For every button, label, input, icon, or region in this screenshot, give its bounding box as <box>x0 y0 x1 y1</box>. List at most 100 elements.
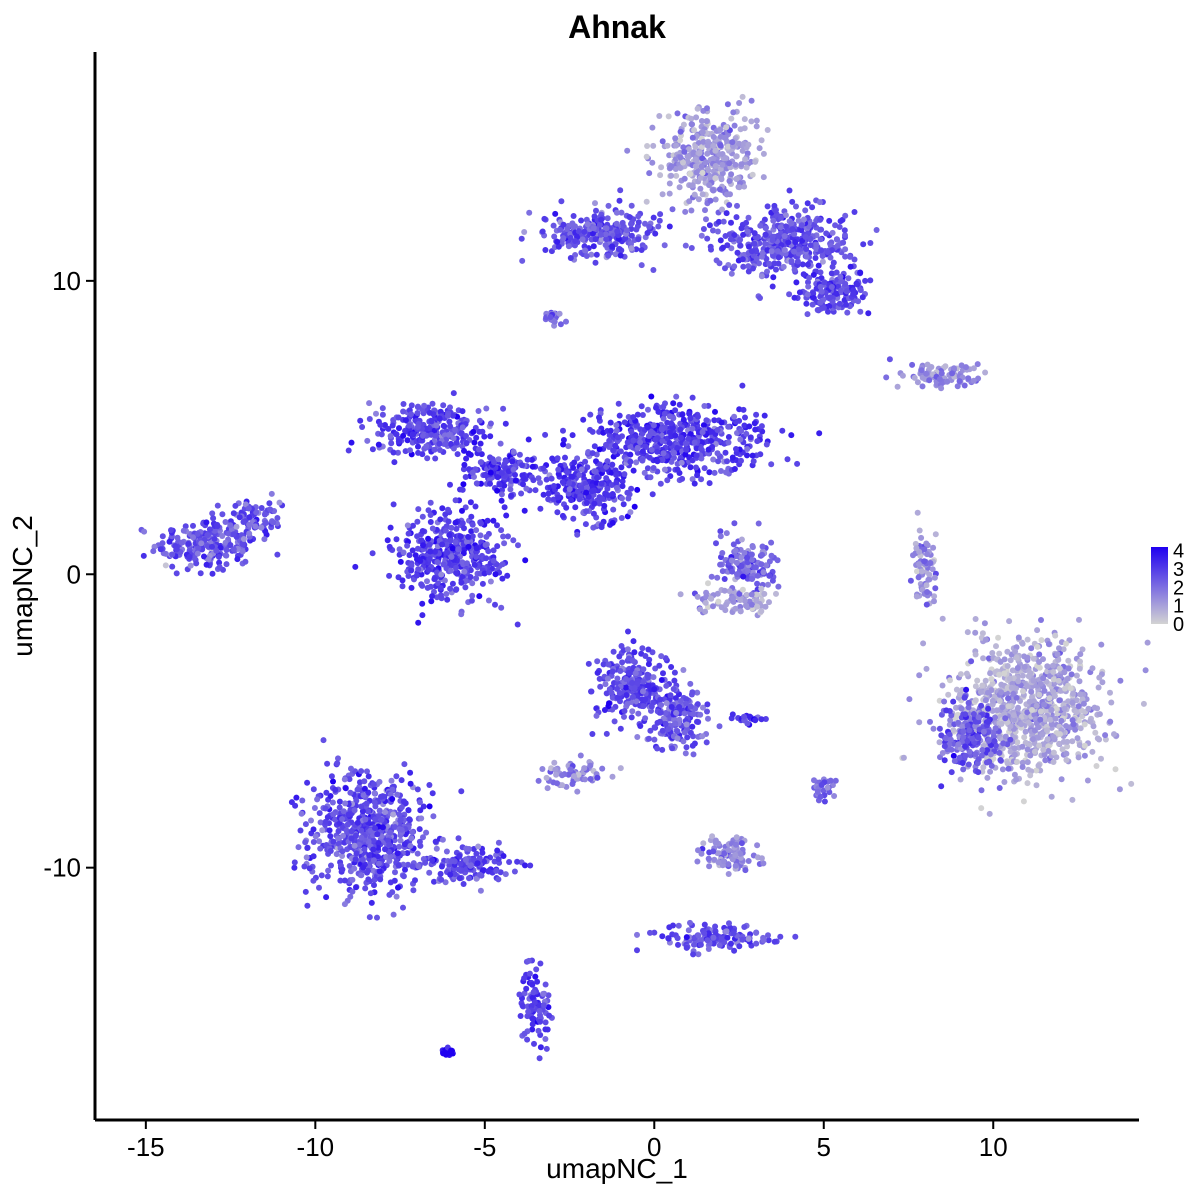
cell-point <box>930 544 937 551</box>
cell-point <box>1033 782 1040 789</box>
cell-point <box>258 505 265 511</box>
cell-point <box>628 245 635 252</box>
cell-point <box>450 435 457 442</box>
cell-point <box>550 496 557 503</box>
cell-point <box>607 427 614 434</box>
cell-point <box>222 539 229 546</box>
cell-point <box>824 249 831 256</box>
cell-point <box>434 559 441 565</box>
cell-point <box>704 235 711 242</box>
cell-point <box>230 510 237 517</box>
cell-point <box>809 204 816 211</box>
cell-point <box>1112 766 1119 773</box>
cell-point <box>485 597 492 604</box>
cell-point <box>673 142 680 149</box>
cell-point <box>712 196 719 203</box>
cell-point <box>458 788 465 795</box>
cell-point <box>201 553 207 560</box>
cell-point <box>708 438 715 444</box>
cell-point <box>455 835 462 842</box>
cell-point <box>366 416 373 422</box>
cell-point <box>584 484 590 491</box>
cell-point <box>198 540 205 547</box>
cell-point <box>1128 780 1135 787</box>
cell-point <box>463 845 470 852</box>
cell-point <box>628 232 635 239</box>
cell-point <box>737 242 744 249</box>
cell-point <box>687 464 694 471</box>
cell-point <box>359 808 366 815</box>
cell-point <box>407 447 413 454</box>
cell-point <box>1001 779 1008 785</box>
cell-point <box>335 828 342 835</box>
cell-point <box>452 497 459 504</box>
cell-point <box>336 804 343 811</box>
cell-point <box>439 541 446 548</box>
cell-point <box>951 365 957 372</box>
cell-point <box>304 902 311 909</box>
cell-point <box>982 697 989 704</box>
cell-point <box>786 187 793 194</box>
cell-point <box>460 481 467 488</box>
cell-point <box>1041 687 1048 694</box>
cell-point <box>373 410 379 417</box>
cell-point <box>765 581 771 588</box>
cell-point <box>670 400 677 407</box>
cell-point <box>628 202 635 209</box>
cell-point <box>769 237 776 244</box>
cell-point <box>639 412 646 418</box>
cell-point <box>707 197 714 204</box>
cell-point <box>554 509 561 516</box>
cell-point <box>736 184 743 191</box>
cell-point <box>388 777 395 784</box>
cell-point <box>757 222 764 229</box>
cell-point <box>766 558 773 565</box>
cell-point <box>534 978 541 985</box>
cell-point <box>981 620 988 627</box>
cell-point <box>564 226 571 232</box>
cell-point <box>737 608 744 615</box>
cell-point <box>193 560 200 567</box>
cell-point <box>442 879 449 886</box>
cell-point <box>466 875 472 882</box>
cell-point <box>691 439 698 446</box>
cell-point <box>661 466 668 473</box>
cell-point <box>266 500 273 507</box>
cell-point <box>705 446 712 453</box>
cell-point <box>732 605 739 612</box>
cell-point <box>551 233 558 240</box>
cell-point <box>519 1002 526 1009</box>
cell-point <box>758 253 765 260</box>
cell-point <box>578 217 585 224</box>
cell-point <box>560 235 567 242</box>
cell-point <box>397 558 404 565</box>
cell-point <box>372 825 378 832</box>
cell-point <box>407 842 414 849</box>
cell-point <box>174 534 181 541</box>
cell-point <box>324 814 331 821</box>
cell-point <box>542 1019 549 1026</box>
cell-point <box>760 174 767 181</box>
cell-point <box>720 244 726 251</box>
cell-point <box>625 495 632 502</box>
cell-point <box>1024 636 1031 643</box>
cell-point <box>546 1012 553 1019</box>
cell-point <box>528 1003 535 1009</box>
cell-point <box>921 558 928 565</box>
cell-point <box>756 145 763 152</box>
cell-point <box>762 231 769 238</box>
cell-point <box>417 799 423 806</box>
cell-point <box>666 190 673 197</box>
cell-point <box>427 548 434 555</box>
cell-point <box>389 796 396 802</box>
cell-point <box>178 539 185 546</box>
cell-point <box>529 1015 536 1022</box>
cell-point <box>745 214 752 221</box>
cell-point <box>540 1002 547 1009</box>
cell-point <box>459 520 466 527</box>
cell-point <box>463 538 470 545</box>
cell-point <box>465 543 472 550</box>
cell-point <box>494 522 500 529</box>
cell-point <box>337 877 344 884</box>
cell-point <box>728 115 735 122</box>
